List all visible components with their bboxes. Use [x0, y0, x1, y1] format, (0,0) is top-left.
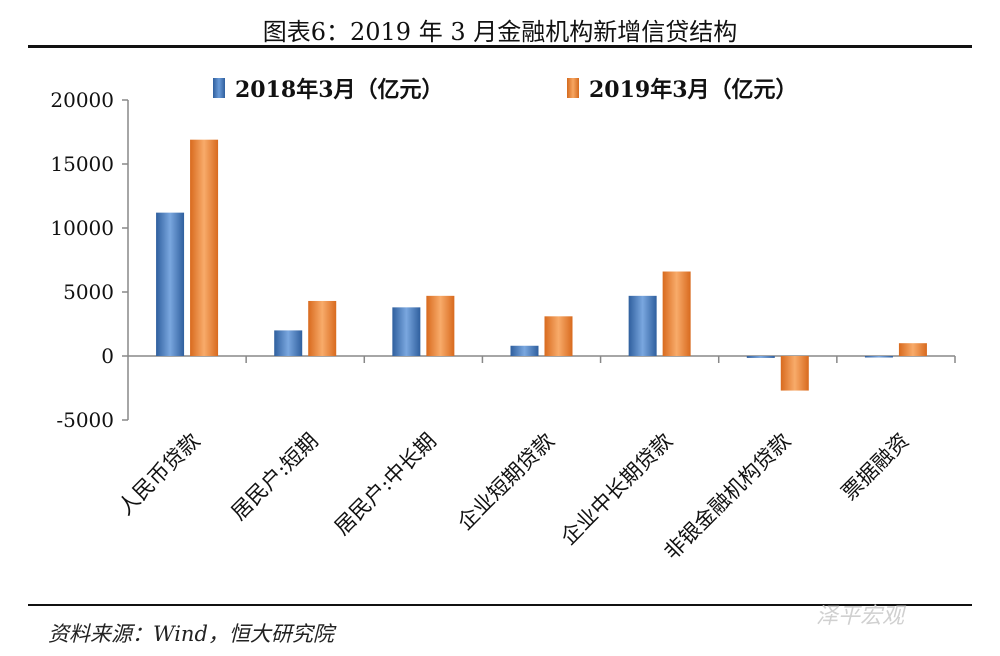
legend-item-2018: 2018年3月（亿元）	[213, 72, 444, 104]
bar-2018-1	[274, 330, 303, 356]
bar-2019-6	[898, 343, 927, 356]
bar-2019-1	[308, 300, 337, 356]
bar-2018-4	[628, 295, 657, 356]
y-tick-label: 0	[101, 344, 114, 368]
bar-2018-5	[746, 356, 775, 358]
bar-2018-3	[510, 345, 539, 356]
y-tick-label: 15000	[50, 152, 114, 176]
source-note: 资料来源：Wind，恒大研究院	[48, 622, 334, 646]
bar-2018-2	[392, 307, 421, 356]
category-label: 票据融资	[837, 429, 913, 505]
bar-2019-5	[780, 356, 809, 391]
top-rule	[28, 45, 972, 48]
category-label: 企业中长期贷款	[556, 429, 677, 550]
category-label: 居民户:短期	[227, 429, 323, 525]
bar-2019-2	[426, 295, 455, 356]
y-tick-label: 20000	[50, 88, 114, 112]
y-tick-label: 10000	[50, 216, 114, 240]
bar-2018-0	[156, 212, 185, 356]
y-tick-label: 5000	[63, 280, 114, 304]
bottom-rule	[28, 604, 972, 606]
legend-item-2019: 2019年3月（亿元）	[567, 72, 798, 104]
bar-2019-0	[190, 139, 219, 356]
bar-2018-6	[864, 356, 893, 358]
bar-2019-3	[544, 316, 573, 356]
legend-swatch-2019	[567, 78, 579, 98]
legend-label-2018: 2018年3月（亿元）	[235, 77, 444, 103]
legend-swatch-2018	[213, 78, 225, 98]
category-label: 居民户:中长期	[330, 429, 441, 540]
category-label: 人民币贷款	[113, 429, 204, 520]
y-tick-label: -5000	[56, 408, 114, 432]
chart-title: 图表6：2019 年 3 月金融机构新增信贷结构	[262, 18, 738, 46]
bar-2019-4	[662, 271, 691, 356]
legend-label-2019: 2019年3月（亿元）	[589, 77, 798, 103]
category-label: 非银金融机构贷款	[660, 429, 796, 565]
category-label: 企业短期贷款	[453, 429, 559, 535]
watermark: 泽平宏观	[816, 604, 905, 629]
